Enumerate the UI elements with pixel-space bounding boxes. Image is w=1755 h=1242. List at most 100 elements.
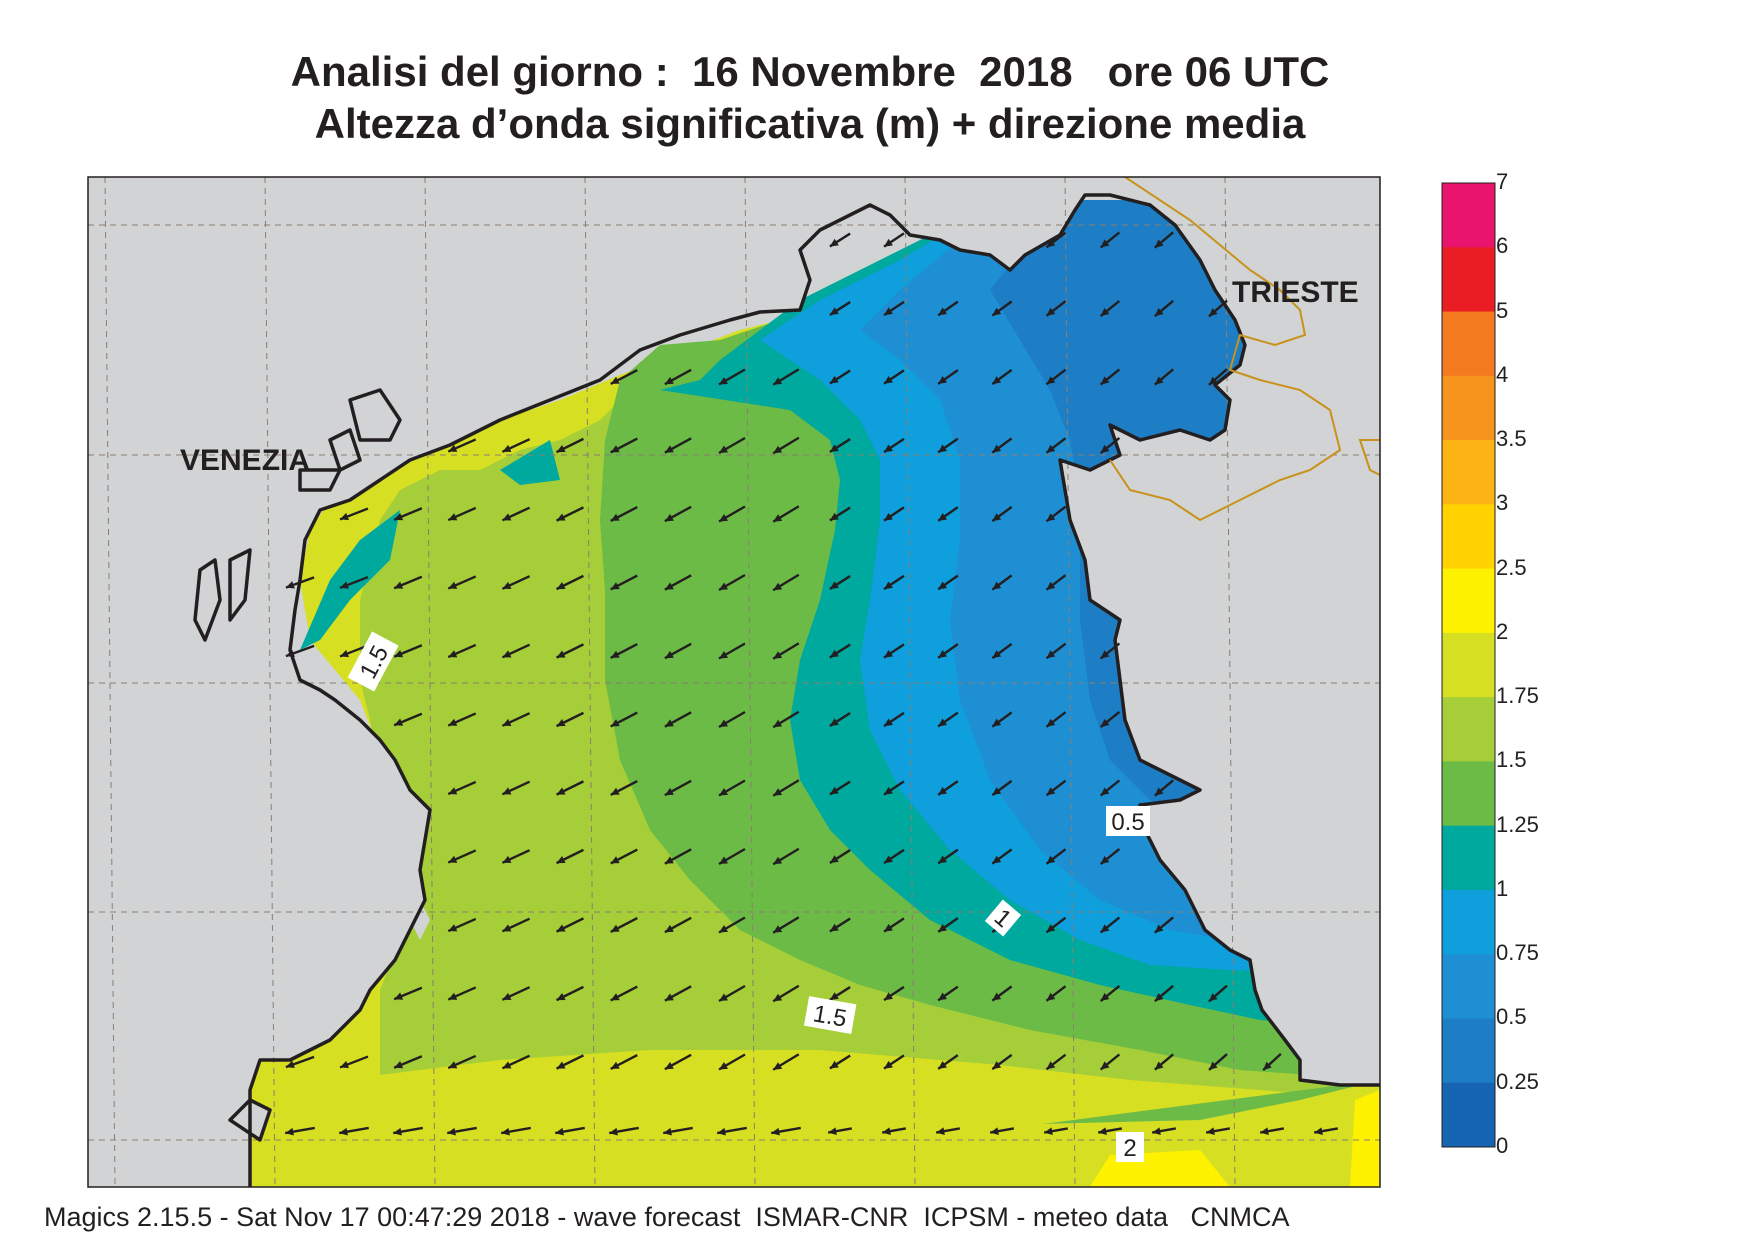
- wave-direction-arrow: [991, 368, 1013, 386]
- graticule-meridian: [904, 177, 916, 1187]
- wave-direction-arrow: [829, 438, 851, 453]
- wave-direction-arrow: [1262, 1053, 1282, 1071]
- wave-direction-arrow: [991, 574, 1013, 591]
- colorbar-swatch: [1442, 440, 1495, 505]
- wave-direction-arrow: [1045, 1053, 1067, 1071]
- wave-direction-arrow: [556, 506, 584, 522]
- wave-direction-arrow: [663, 1126, 693, 1136]
- wave-direction-arrow: [1154, 231, 1174, 249]
- wave-direction-arrow: [772, 916, 800, 934]
- wave-direction-arrow: [1099, 437, 1121, 454]
- wave-direction-arrow: [937, 300, 959, 317]
- wave-direction-arrow: [447, 1126, 477, 1136]
- wave-direction-arrow: [556, 780, 584, 796]
- wave-direction-arrow: [447, 849, 477, 864]
- colorbar-swatch: [1442, 761, 1495, 827]
- colorbar-frame: [1441, 182, 1496, 1148]
- wave-direction-arrow: [991, 300, 1013, 317]
- wave-direction-arrow: [556, 1054, 584, 1070]
- wave-direction-arrow: [718, 916, 746, 934]
- wave-direction-arrow: [1045, 848, 1067, 865]
- wave-direction-arrow: [991, 437, 1013, 454]
- wave-direction-arrow: [1043, 1127, 1069, 1136]
- wave-direction-arrow: [883, 643, 905, 659]
- wave-direction-arrow: [393, 644, 423, 658]
- colorbar-label: 2.5: [1496, 554, 1527, 580]
- wave-direction-arrow: [664, 1053, 692, 1071]
- wave-direction-arrow: [1099, 642, 1121, 660]
- wave-direction-arrow: [771, 1126, 801, 1136]
- wave-direction-arrow: [339, 1126, 369, 1136]
- wave-direction-arrow: [717, 1126, 747, 1136]
- wave-direction-arrow: [1313, 1127, 1339, 1136]
- wave-direction-arrow: [1099, 368, 1121, 386]
- wave-direction-arrow: [935, 1127, 961, 1136]
- wave-direction-arrow: [556, 711, 584, 728]
- wave-direction-arrow: [1045, 231, 1067, 249]
- wave-direction-arrow: [883, 1054, 905, 1070]
- wave-direction-arrow: [285, 1126, 315, 1136]
- wave-direction-arrow: [772, 436, 800, 455]
- wave-direction-arrow: [556, 437, 584, 454]
- band-2.5-3: [1090, 1090, 1380, 1187]
- colorbar-swatch: [1442, 697, 1495, 762]
- colorbar-label: 0.25: [1496, 1068, 1539, 1094]
- wave-direction-arrow: [285, 576, 315, 589]
- wave-direction-arrow: [610, 437, 638, 454]
- wave-direction-arrow: [1259, 1127, 1285, 1136]
- wave-direction-arrow: [829, 712, 851, 727]
- wave-direction-arrow: [664, 368, 692, 386]
- colorbar-label: 0.75: [1496, 940, 1539, 966]
- graticule-meridian: [584, 177, 596, 1187]
- wave-direction-arrow: [829, 232, 851, 248]
- wave-direction-arrow: [339, 575, 369, 590]
- colorbar-label: 5: [1496, 297, 1509, 323]
- colorbar: [1441, 182, 1496, 1148]
- colorbar-swatch: [1442, 247, 1495, 313]
- wave-direction-arrow: [1099, 711, 1121, 728]
- wave-direction-arrow: [609, 1126, 639, 1136]
- wave-direction-arrow: [829, 506, 851, 522]
- wave-direction-arrow: [829, 780, 851, 796]
- wave-direction-arrow: [1208, 1053, 1228, 1071]
- contour-label: 2: [1116, 1132, 1144, 1162]
- wave-direction-arrow: [501, 643, 531, 659]
- wave-direction-arrow: [1154, 1053, 1174, 1071]
- wave-direction-arrow: [1099, 1053, 1121, 1071]
- wave-direction-arrow: [501, 1126, 531, 1136]
- wave-direction-arrow: [937, 917, 959, 933]
- graticule-meridian: [744, 177, 756, 1187]
- wave-direction-arrow: [556, 848, 584, 865]
- wave-direction-arrow: [718, 368, 746, 386]
- wave-direction-arrow: [718, 436, 746, 455]
- graticule-meridian: [424, 177, 436, 1187]
- wave-direction-arrow: [393, 1055, 423, 1069]
- wave-direction-arrow: [1045, 574, 1067, 591]
- wave-direction-arrow: [829, 643, 851, 659]
- colorbar-swatch: [1442, 1082, 1495, 1148]
- wave-direction-arrow: [991, 711, 1013, 728]
- wave-direction-arrow: [447, 506, 477, 522]
- wave-direction-arrow: [664, 916, 692, 934]
- wave-direction-arrow: [829, 849, 851, 864]
- band-2-2.5: [250, 1080, 1380, 1187]
- wave-direction-arrow: [664, 437, 692, 454]
- wave-direction-arrow: [447, 780, 477, 796]
- colorbar-swatch: [1442, 889, 1495, 955]
- wave-direction-arrow: [501, 506, 531, 522]
- wave-direction-arrow: [937, 437, 959, 454]
- wave-direction-arrow: [447, 986, 477, 1001]
- wave-direction-arrow: [1208, 368, 1228, 386]
- graticule-meridian: [264, 177, 276, 1187]
- wave-direction-arrow: [447, 917, 477, 933]
- wave-direction-arrow: [1205, 1127, 1231, 1136]
- graticule: [88, 177, 1380, 1187]
- wave-direction-arrow: [664, 779, 692, 797]
- wave-direction-arrow: [1045, 505, 1067, 523]
- wave-direction-arrow: [1045, 437, 1067, 454]
- wave-direction-arrow: [829, 575, 851, 590]
- wave-direction-arrow: [718, 1053, 746, 1071]
- wave-direction-arrow: [664, 574, 692, 591]
- wave-direction-arrow: [883, 369, 905, 385]
